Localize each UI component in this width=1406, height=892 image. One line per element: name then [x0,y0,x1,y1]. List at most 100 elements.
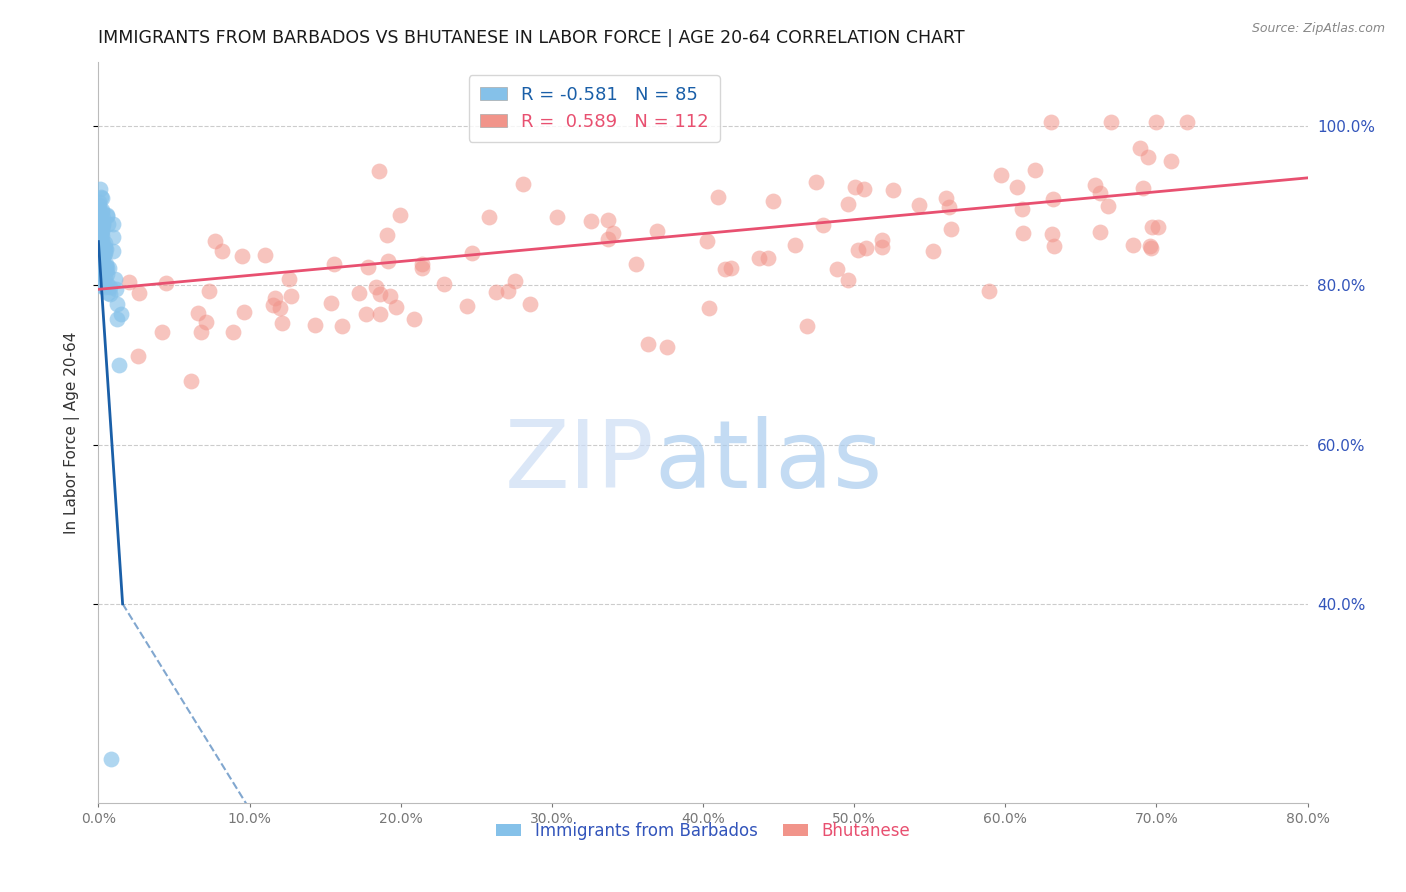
Point [547,210,569,224]
Point [1042,192,1064,206]
Point [233,304,256,318]
Point [104,282,127,296]
Point [1132,181,1154,195]
Point [91,215,114,229]
Point [89,253,111,268]
Point [152,325,174,339]
Point [1140,241,1163,255]
Point [411,257,433,271]
Point [90,225,112,239]
Point [503,274,526,288]
Point [977,284,1000,298]
Point [89,198,111,212]
Point [519,297,541,311]
Point [91,204,114,219]
Point [91,234,114,248]
Point [93,246,115,260]
Point [271,316,294,330]
Point [101,230,124,244]
Point [602,227,624,241]
Point [254,247,277,261]
Point [278,272,301,286]
Point [105,312,128,326]
Point [796,319,818,334]
Point [598,232,620,246]
Point [91,242,114,256]
Point [1146,220,1168,235]
Point [357,260,380,274]
Point [90,229,112,244]
Point [1043,239,1066,253]
Point [97,217,120,231]
Point [91,254,114,268]
Point [118,276,141,290]
Point [1011,202,1033,216]
Point [190,326,212,340]
Point [485,285,508,299]
Point [1139,239,1161,253]
Point [91,276,114,290]
Point [456,299,478,313]
Point [127,349,149,363]
Point [1005,179,1028,194]
Point [806,175,828,189]
Point [90,236,112,251]
Point [330,318,353,333]
Point [90,219,112,233]
Point [1140,220,1163,235]
Point [762,194,785,208]
Point [128,285,150,300]
Point [1084,178,1107,192]
Point [262,298,284,312]
Point [186,306,208,320]
Point [478,210,501,224]
Point [211,244,233,259]
Point [496,284,519,298]
Point [402,312,425,326]
Point [94,271,117,285]
Point [907,198,929,212]
Point [89,219,111,233]
Point [90,214,112,228]
Point [89,219,111,233]
Point [101,217,124,231]
Point [91,224,114,238]
Point [263,291,285,305]
Point [91,249,114,263]
Point [90,191,112,205]
Point [1160,154,1182,169]
Point [377,254,399,268]
Point [696,234,718,248]
Point [91,259,114,273]
Point [90,272,112,286]
Point [756,251,779,265]
Point [231,249,253,263]
Point [98,280,121,294]
Point [89,182,111,196]
Point [375,228,398,243]
Point [941,222,963,236]
Point [1024,163,1046,178]
Text: ZIP: ZIP [505,417,655,508]
Point [90,212,112,227]
Point [1099,115,1122,129]
Point [837,273,859,287]
Point [101,244,124,258]
Point [637,337,659,351]
Point [1039,115,1062,129]
Point [280,288,302,302]
Point [93,239,115,253]
Text: IMMIGRANTS FROM BARBADOS VS BHUTANESE IN LABOR FORCE | AGE 20-64 CORRELATION CHA: IMMIGRANTS FROM BARBADOS VS BHUTANESE IN… [98,29,965,47]
Point [89,213,111,227]
Point [91,216,114,230]
Point [96,260,118,275]
Point [100,752,122,766]
Point [91,247,114,261]
Point [89,235,111,249]
Point [783,237,806,252]
Point [89,235,111,250]
Point [104,271,127,285]
Point [97,285,120,300]
Point [378,289,401,303]
Point [96,209,118,223]
